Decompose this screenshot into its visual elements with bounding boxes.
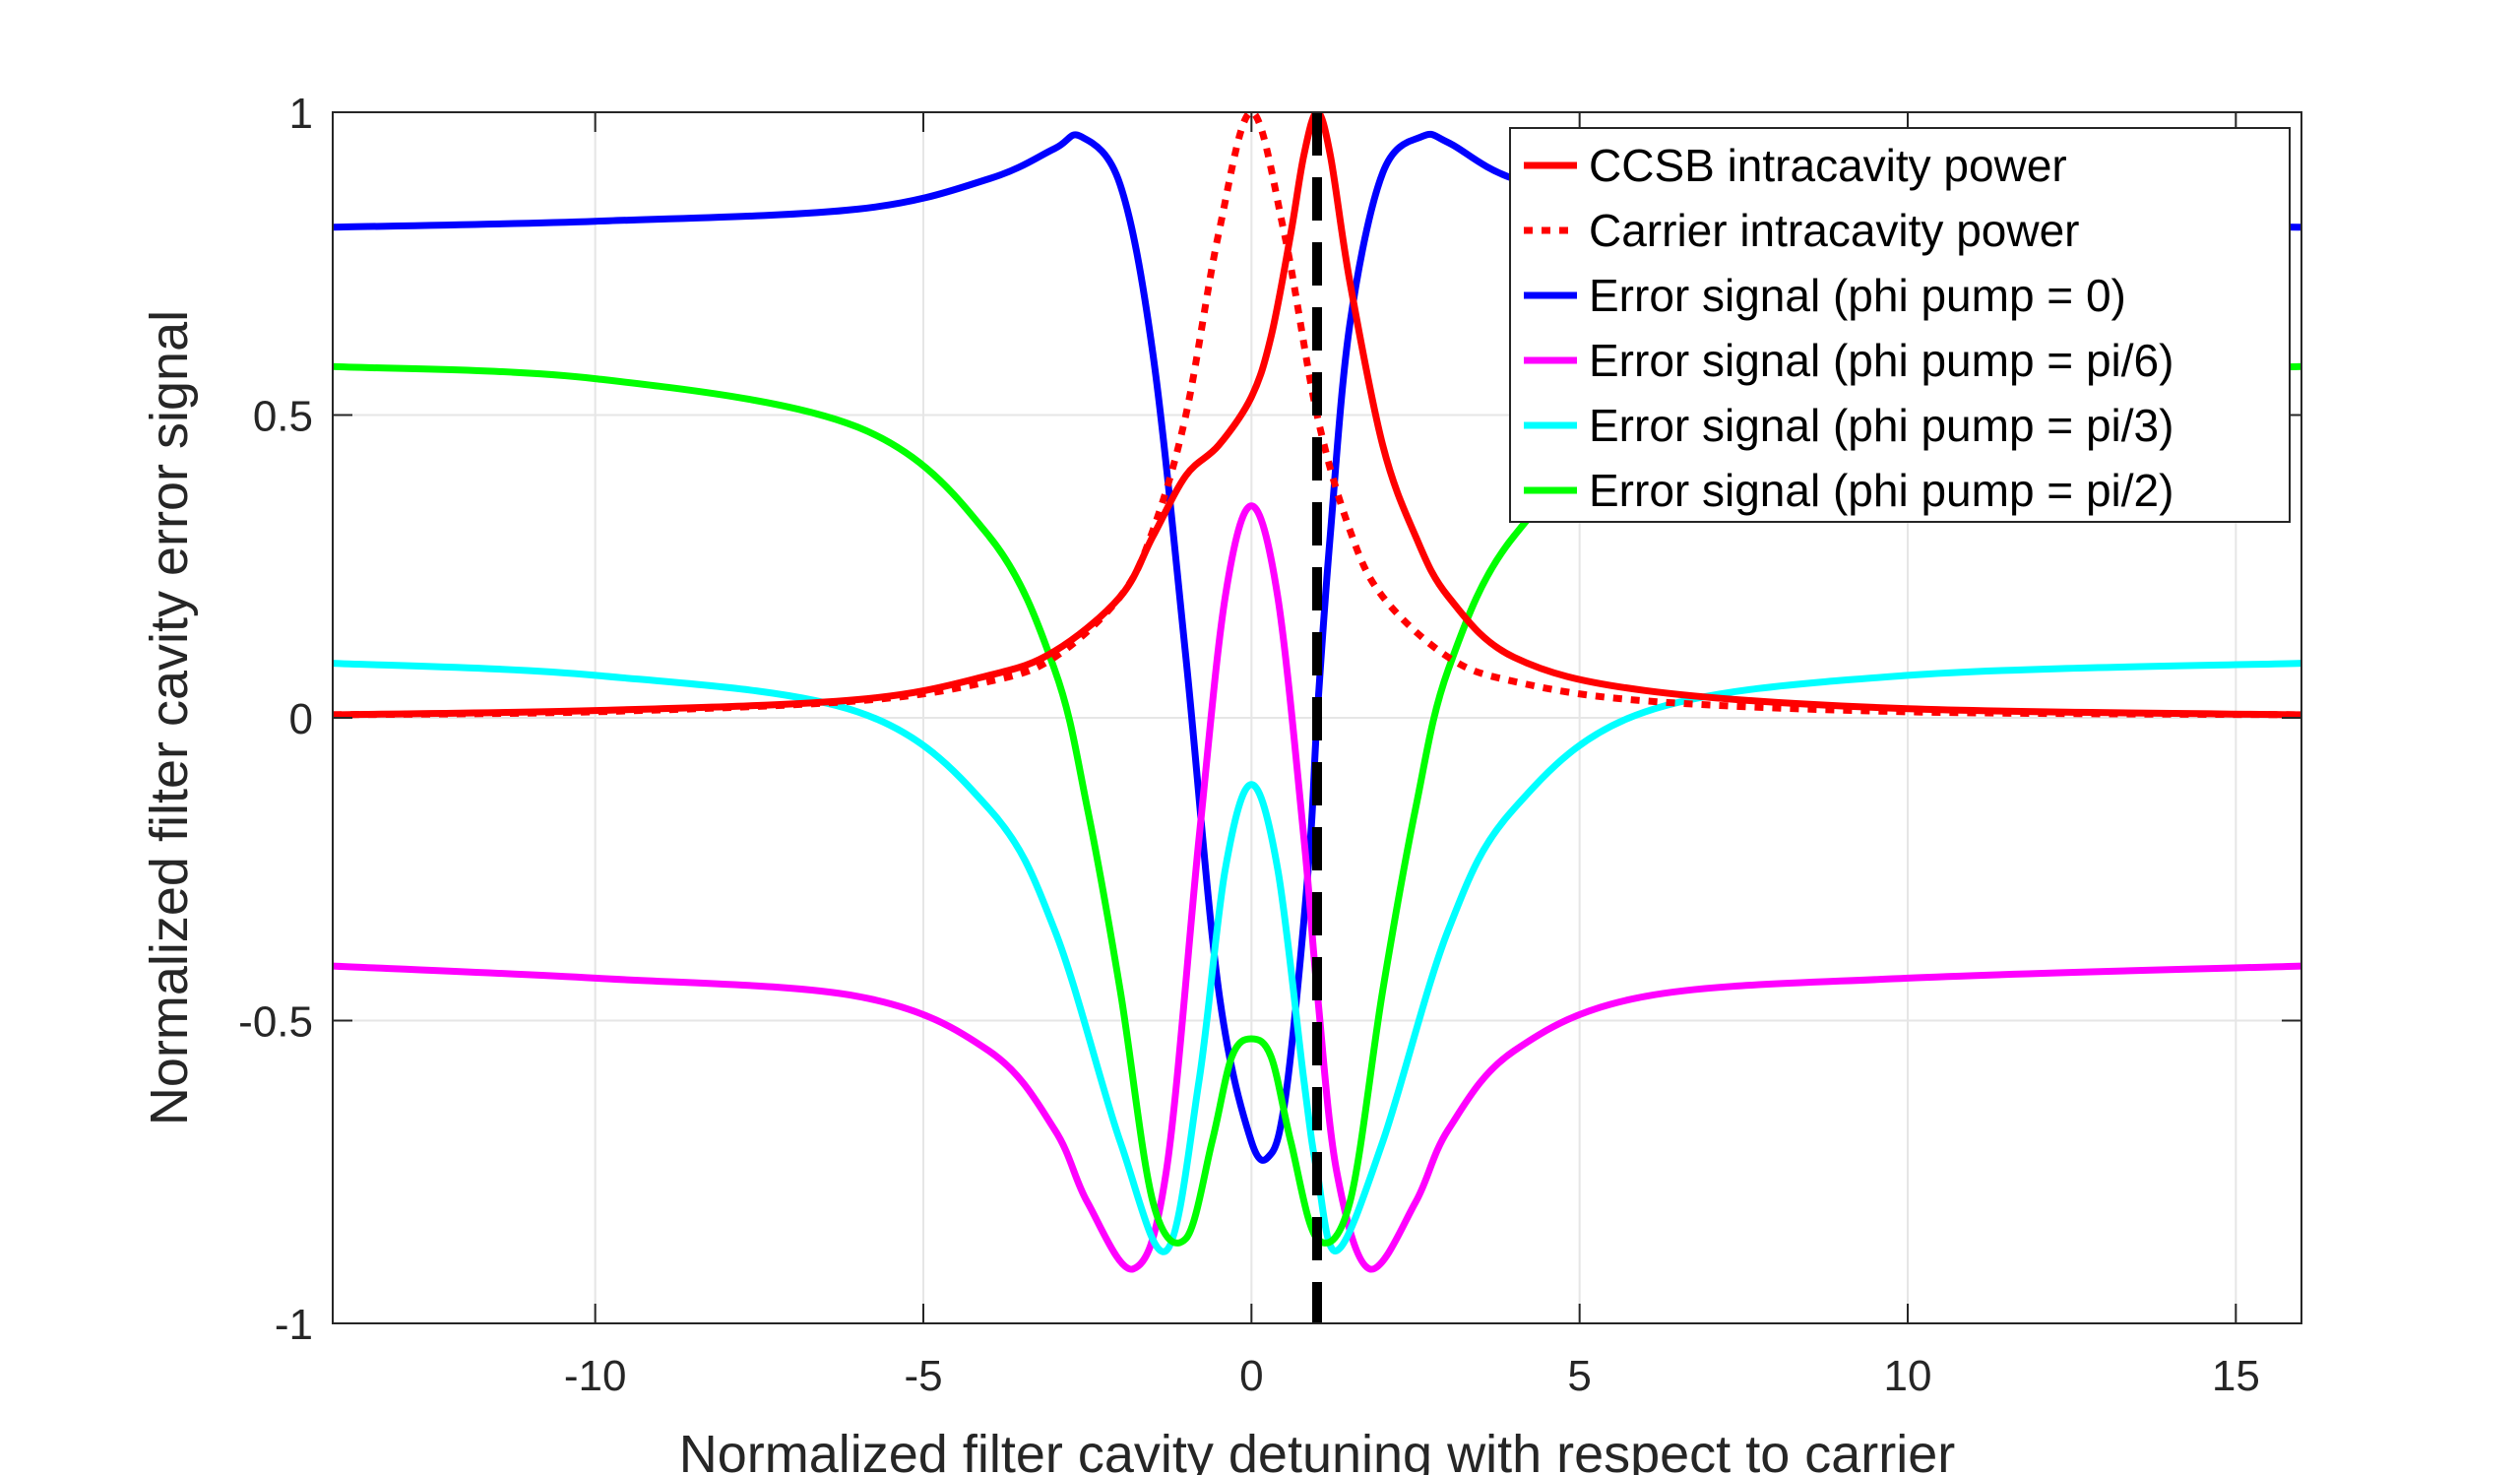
x-tick-label: 0	[1239, 1352, 1263, 1400]
ticks	[333, 111, 2301, 1324]
legend-entry: Carrier intracavity power	[1524, 205, 2079, 256]
legend-entry: CCSB intracavity power	[1524, 140, 2067, 191]
series-line-3	[333, 502, 2301, 1273]
legend-entry: Error signal (phi pump = pi/2)	[1524, 465, 2174, 516]
x-tick-label: 10	[1884, 1352, 1932, 1400]
legend-label: Error signal (phi pump = 0)	[1589, 270, 2126, 321]
legend-entry: Error signal (phi pump = pi/6)	[1524, 335, 2174, 386]
x-axis-label: Normalized filter cavity detuning with r…	[679, 1425, 1956, 1475]
y-tick-label: -1	[275, 1301, 313, 1349]
series-line-0	[333, 112, 2301, 719]
legend-label: Error signal (phi pump = pi/2)	[1589, 465, 2174, 516]
series-group	[333, 112, 2301, 1273]
y-tick-labels: -1 -0.5 0 0.5 1	[238, 90, 313, 1349]
legend-label: CCSB intracavity power	[1589, 140, 2067, 191]
y-tick-label: 0.5	[253, 393, 313, 441]
y-tick-label: -0.5	[238, 998, 313, 1047]
legend-label: Error signal (phi pump = pi/3)	[1589, 400, 2174, 451]
x-tick-label: 15	[2212, 1352, 2260, 1400]
x-tick-label: -10	[564, 1352, 627, 1400]
legend-entry: Error signal (phi pump = 0)	[1524, 270, 2126, 321]
y-tick-label: 1	[289, 90, 313, 138]
x-tick-labels: -10 -5 0 5 10 15	[564, 1352, 2260, 1400]
legend-label: Error signal (phi pump = pi/6)	[1589, 335, 2174, 386]
legend-entry: Error signal (phi pump = pi/3)	[1524, 400, 2174, 451]
x-tick-label: 5	[1567, 1352, 1591, 1400]
legend-label: Carrier intracavity power	[1589, 205, 2079, 256]
legend: CCSB intracavity power Carrier intracavit…	[1509, 127, 2291, 523]
legend-box	[1509, 127, 2291, 523]
y-tick-label: 0	[289, 695, 313, 743]
series-line-4	[333, 660, 2301, 1255]
y-axis-label: Normalized filter cavity error signal	[140, 310, 199, 1125]
x-tick-label: -5	[904, 1352, 942, 1400]
